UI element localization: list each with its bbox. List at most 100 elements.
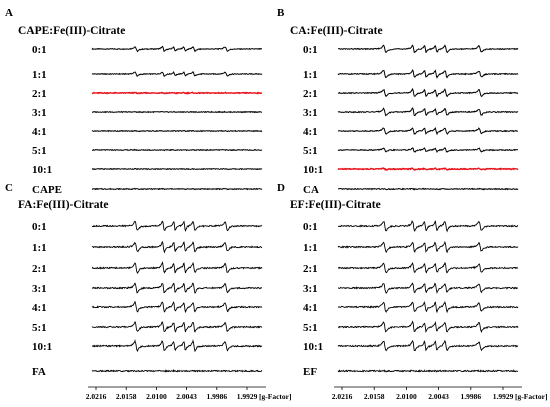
spectrum-trace (91, 110, 262, 114)
trace-label: 4:1 (303, 126, 318, 138)
spectrum-trace (338, 127, 519, 136)
panel-a-letter: A (5, 7, 13, 19)
trace-label: 5:1 (303, 145, 318, 157)
x-tick-label: 2.0100 (396, 392, 417, 401)
trace-label: CAPE (32, 184, 62, 196)
x-tick-label: 1.9929 (493, 392, 514, 401)
x-tick-label: 1.9986 (206, 392, 227, 401)
trace-label: 5:1 (32, 322, 47, 334)
spectrum-trace (91, 241, 263, 254)
trace-label: 0:1 (303, 221, 318, 233)
trace-label: 5:1 (303, 322, 318, 334)
panel-b-trace-labels: 0:1 1:1 2:1 3:1 4:1 5:1 10:1 CA (303, 44, 323, 196)
trace-label: 0:1 (32, 44, 47, 56)
panel-d-title: EF:Fe(III)-Citrate (290, 199, 381, 211)
spectrum-trace (337, 220, 518, 233)
spectrum-trace (91, 129, 263, 133)
x-tick-label: 2.0216 (86, 392, 107, 401)
spectrum-trace (91, 45, 262, 53)
spectrum-trace (337, 44, 519, 54)
spectrum-trace (337, 369, 518, 373)
spectrum-trace (91, 70, 263, 77)
x-axis-unit-label: [g-Factor] (259, 392, 291, 401)
panel-d-traces (337, 220, 519, 373)
spectrum-trace (92, 187, 263, 191)
spectrum-trace (337, 87, 519, 98)
trace-label: 4:1 (303, 302, 318, 314)
spectrum-trace (92, 91, 263, 95)
spectrum-trace (91, 320, 263, 333)
trace-label: 3:1 (32, 107, 47, 119)
trace-label: 10:1 (32, 164, 52, 176)
x-tick-label: 2.0158 (364, 392, 385, 401)
trace-label: FA (32, 366, 46, 378)
panel-b-traces (337, 44, 519, 191)
panel-c-title: FA:Fe(III)-Citrate (18, 199, 108, 211)
trace-label: 2:1 (303, 88, 318, 100)
panel-d-trace-labels: 0:1 1:1 2:1 3:1 4:1 5:1 10:1 EF (303, 221, 323, 378)
trace-label: CA (303, 184, 319, 196)
spectrum-trace (337, 69, 519, 79)
panel-b-title: CA:Fe(III)-Citrate (290, 25, 383, 37)
spectrum-trace (91, 368, 263, 373)
spectrum-trace (337, 147, 519, 154)
spectrum-trace (91, 338, 263, 353)
trace-label: 2:1 (303, 263, 318, 275)
panel-c-letter: C (5, 182, 13, 194)
trace-label: 10:1 (303, 164, 323, 176)
spectrum-trace (91, 167, 263, 171)
x-tick-label: 2.0158 (116, 392, 137, 401)
trace-label: 0:1 (32, 221, 47, 233)
panel-c-traces (91, 220, 263, 373)
trace-label: 0:1 (303, 44, 318, 56)
panel-d: D EF:Fe(III)-Citrate 0:1 1:1 2:1 3:1 4:1 5:1 1… (277, 182, 547, 401)
x-tick-label: 2.0043 (176, 392, 197, 401)
panel-b: B CA:Fe(III)-Citrate 0:1 1:1 2:1 3:1 4:1 5:1 1… (277, 7, 519, 196)
trace-label: 1:1 (303, 69, 318, 81)
spectrum-trace (337, 300, 519, 314)
trace-label: 4:1 (32, 126, 47, 138)
spectrum-trace (337, 187, 519, 191)
trace-label: 10:1 (303, 341, 323, 353)
x-tick-label: 1.9986 (460, 392, 481, 401)
spectrum-trace (91, 148, 263, 152)
trace-label: EF (303, 366, 317, 378)
spectrum-trace (337, 240, 519, 254)
panel-a-trace-labels: 0:1 1:1 2:1 3:1 4:1 5:1 10:1 CAPE (32, 44, 62, 196)
panel-c-trace-labels: 0:1 1:1 2:1 3:1 4:1 5:1 10:1 FA (32, 221, 52, 378)
spectrum-trace (337, 339, 519, 352)
trace-label: 1:1 (32, 69, 47, 81)
x-tick-label: 1.9929 (237, 392, 258, 401)
panel-c: C FA:Fe(III)-Citrate 0:1 1:1 2:1 3:1 4:1 5:1 1… (5, 182, 291, 401)
trace-label: 1:1 (32, 242, 47, 254)
trace-label: 5:1 (32, 145, 47, 157)
panel-d-x-axis: 2.0216 2.0158 2.0100 2.0043 1.9986 1.9929 [g-F… (332, 386, 547, 401)
panel-a: A CAPE:Fe(III)-Citrate 0:1 1:1 2:1 3:1 4:1 5:… (5, 7, 263, 196)
trace-label: 3:1 (32, 283, 47, 295)
trace-label: 3:1 (303, 107, 318, 119)
panel-a-traces (91, 45, 263, 191)
spectrum-trace (337, 167, 519, 172)
spectrum-trace (91, 261, 263, 275)
panel-c-x-axis: 2.0216 2.0158 2.0100 2.0043 1.9986 1.9929 [g-F… (86, 386, 291, 401)
spectrum-trace (337, 320, 519, 334)
trace-label: 2:1 (32, 88, 47, 100)
trace-label: 3:1 (303, 283, 318, 295)
panel-d-letter: D (277, 182, 285, 194)
panel-a-title: CAPE:Fe(III)-Citrate (18, 25, 125, 37)
spectrum-trace (337, 261, 519, 274)
x-tick-label: 2.0043 (428, 392, 449, 401)
trace-label: 4:1 (32, 302, 47, 314)
x-tick-label: 2.0216 (332, 392, 353, 401)
trace-label: 10:1 (32, 341, 52, 353)
spectrum-trace (91, 220, 263, 233)
spectrum-trace (91, 282, 263, 294)
x-tick-label: 2.0100 (146, 392, 167, 401)
trace-label: 1:1 (303, 242, 318, 254)
x-axis-unit-label: [g-Factor] (515, 392, 547, 401)
panel-b-letter: B (277, 7, 285, 19)
spectrum-trace (337, 107, 519, 117)
spectrum-trace (338, 282, 518, 295)
spectrum-trace (91, 300, 263, 314)
